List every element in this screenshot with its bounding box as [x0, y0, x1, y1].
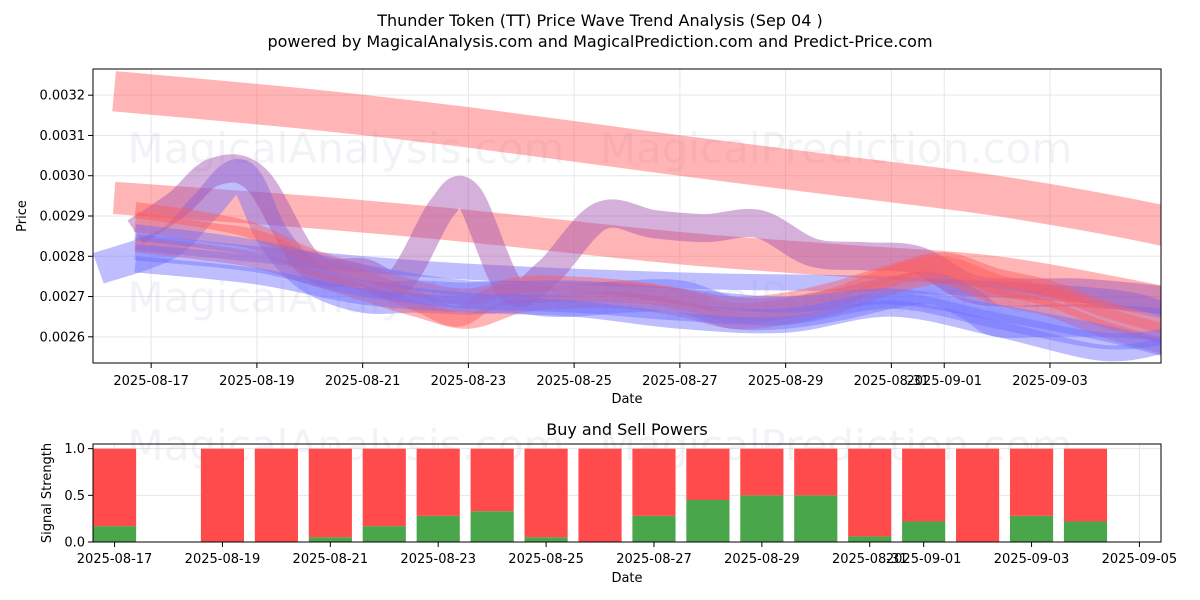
buy-bar — [632, 515, 676, 542]
price-x-tick-label: 2025-08-19 — [219, 374, 295, 389]
figure-subtitle: powered by MagicalAnalysis.com and Magic… — [267, 32, 932, 51]
sell-bar — [686, 448, 730, 500]
price-x-tick-label: 2025-09-01 — [906, 374, 982, 389]
price-series-red-band-upper — [112, 71, 1161, 246]
price-x-tick-label: 2025-08-27 — [642, 374, 718, 389]
power-x-axis-label: Date — [611, 571, 642, 586]
sell-bar — [254, 448, 298, 542]
power-y-tick-label: 0.0 — [64, 536, 85, 551]
sell-bar — [578, 448, 622, 542]
sell-bar — [362, 448, 406, 527]
watermark-text: MagicalPrediction.com — [600, 273, 1073, 322]
buy-bar — [308, 537, 352, 542]
price-series-purple-wave — [127, 154, 1161, 315]
power-ticks: 2025-08-17 2025-08-19 2025-08-21 2025-08-23… — [64, 442, 1177, 567]
buy-bar — [740, 495, 784, 542]
price-y-tick-label: 0.0030 — [40, 169, 86, 184]
buy-bar — [902, 521, 946, 542]
power-bars — [93, 448, 1108, 542]
buy-bar — [686, 500, 730, 542]
watermark-text: MagicalAnalysis.com — [128, 273, 565, 322]
power-x-tick-label: 2025-08-21 — [293, 552, 369, 567]
price-y-tick-label: 0.0027 — [40, 290, 86, 305]
price-x-tick-label: 2025-09-03 — [1012, 374, 1088, 389]
watermark-text: MagicalAnalysis.com — [128, 124, 565, 173]
price-x-tick-label: 2025-08-21 — [325, 374, 401, 389]
price-y-tick-label: 0.0026 — [40, 330, 86, 345]
power-x-tick-label: 2025-08-29 — [724, 552, 800, 567]
power-x-tick-label: 2025-08-19 — [185, 552, 261, 567]
price-series-blue-band — [134, 234, 1161, 318]
price-series-red-wave-main — [133, 212, 1161, 344]
power-x-tick-label: 2025-08-25 — [508, 552, 584, 567]
price-x-tick-label: 2025-08-23 — [431, 374, 507, 389]
sell-bar — [632, 448, 676, 516]
sell-bar — [470, 448, 514, 512]
sell-bar — [93, 448, 137, 527]
power-x-tick-label: 2025-08-17 — [77, 552, 153, 567]
price-y-axis-label: Price — [15, 200, 30, 232]
sell-bar — [524, 448, 568, 538]
price-y-tick-label: 0.0031 — [40, 129, 86, 144]
buy-bar — [93, 526, 137, 542]
price-y-tick-label: 0.0032 — [40, 89, 86, 104]
price-x-axis-label: Date — [611, 392, 642, 407]
power-y-axis-label: Signal Strength — [40, 443, 55, 543]
sell-bar — [848, 448, 892, 537]
price-series-red-wave-upper — [134, 202, 1161, 334]
price-x-tick-label: 2025-08-29 — [748, 374, 824, 389]
power-x-tick-label: 2025-09-03 — [994, 552, 1070, 567]
sell-bar — [902, 448, 946, 522]
power-plot-frame — [92, 443, 1162, 543]
buy-bar — [470, 511, 514, 542]
buy-sell-power-chart: Buy and Sell Powers MagicalAnalysis.com M… — [40, 420, 1177, 586]
sell-bar — [416, 448, 460, 516]
price-wave-chart: MagicalAnalysis.com MagicalPrediction.com… — [15, 68, 1162, 407]
sell-bar — [740, 448, 784, 496]
price-series-blue-trend-a — [134, 224, 1161, 356]
buy-bar — [524, 537, 568, 542]
price-x-tick-label: 2025-08-25 — [536, 374, 612, 389]
sell-bar — [956, 448, 1000, 542]
price-series-red-band-lower — [112, 181, 1161, 318]
price-series-blue-trend-b — [134, 244, 1161, 350]
price-watermarks: MagicalAnalysis.com MagicalPrediction.com… — [128, 124, 1073, 322]
buy-sell-title: Buy and Sell Powers — [546, 420, 708, 439]
price-series-blue-trend-c — [134, 256, 1161, 362]
sell-bar — [200, 448, 245, 542]
sell-bar — [794, 448, 838, 496]
price-y-tick-label: 0.0028 — [40, 250, 86, 265]
buy-bar — [1063, 521, 1108, 542]
power-x-tick-label: 2025-08-27 — [616, 552, 692, 567]
buy-bar — [848, 536, 892, 542]
buy-bar — [794, 495, 838, 542]
buy-bar — [416, 515, 460, 542]
price-y-tick-label: 0.0029 — [40, 210, 86, 225]
power-x-tick-label: 2025-09-05 — [1102, 552, 1178, 567]
price-grid — [93, 69, 1161, 363]
price-series-blue-wave — [93, 159, 1161, 341]
buy-bar — [1009, 515, 1054, 542]
sell-bar — [1063, 448, 1108, 522]
power-y-tick-label: 0.5 — [64, 489, 85, 504]
watermark-text: MagicalPrediction.com — [600, 124, 1073, 173]
price-x-tick-label: 2025-08-17 — [113, 374, 189, 389]
price-series-red-wave-lower — [134, 236, 1161, 354]
power-x-tick-label: 2025-08-31 — [832, 552, 908, 567]
price-x-tick-label: 2025-08-31 — [854, 374, 930, 389]
buy-bar — [362, 526, 406, 542]
power-y-tick-label: 1.0 — [64, 442, 85, 457]
price-series — [93, 71, 1161, 362]
figure-title: Thunder Token (TT) Price Wave Trend Anal… — [376, 11, 822, 30]
power-x-tick-label: 2025-08-23 — [400, 552, 476, 567]
sell-bar — [1009, 448, 1054, 516]
price-ticks: 2025-08-17 2025-08-19 2025-08-21 2025-08-23… — [40, 89, 1088, 389]
sell-bar — [308, 448, 352, 538]
power-x-tick-label: 2025-09-01 — [886, 552, 962, 567]
